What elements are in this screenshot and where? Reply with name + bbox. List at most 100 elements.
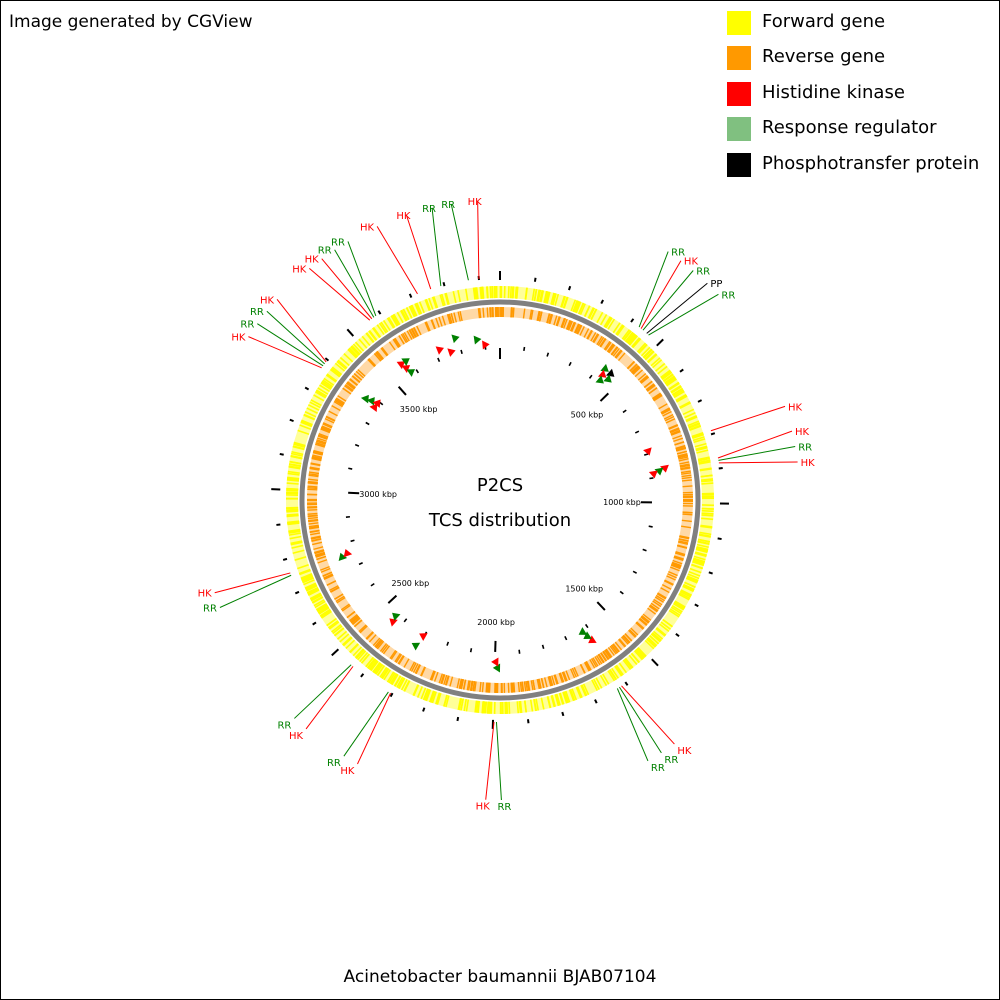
forward-gene <box>355 649 365 659</box>
forward-gene <box>305 583 317 590</box>
reverse-gene <box>328 410 338 417</box>
forward-gene <box>608 669 617 681</box>
inner-tick <box>649 477 654 480</box>
inner-tick <box>358 561 363 566</box>
forward-gene <box>475 287 479 300</box>
reverse-gene <box>673 437 684 443</box>
inner-tick <box>446 641 450 646</box>
reverse-gene <box>337 395 347 402</box>
forward-gene <box>599 314 608 326</box>
forward-gene <box>359 652 369 663</box>
callout-line <box>266 310 325 365</box>
reverse-gene <box>308 478 319 482</box>
reverse-gene <box>576 324 582 335</box>
forward-gene <box>301 419 313 426</box>
forward-gene <box>315 389 327 398</box>
forward-gene <box>611 667 619 679</box>
forward-gene <box>630 652 640 664</box>
reverse-gene <box>311 457 322 462</box>
forward-gene <box>614 665 623 677</box>
forward-gene <box>694 552 707 558</box>
reverse-gene <box>675 446 686 451</box>
outer-tick <box>568 285 572 291</box>
reverse-gene <box>398 335 405 345</box>
reverse-gene <box>680 466 691 470</box>
forward-gene <box>409 305 417 317</box>
forward-gene <box>592 678 600 690</box>
reverse-gene <box>579 663 586 674</box>
reverse-gene <box>606 343 614 353</box>
callout-line <box>219 574 292 608</box>
forward-gene <box>313 394 325 402</box>
inner-tick <box>370 582 375 587</box>
forward-gene <box>685 415 698 422</box>
reverse-gene <box>472 681 476 692</box>
forward-gene <box>576 686 583 698</box>
reverse-gene <box>595 655 603 665</box>
forward-gene <box>666 378 677 387</box>
callout-line <box>718 461 798 464</box>
reverse-gene <box>636 621 645 630</box>
forward-gene <box>286 477 300 481</box>
callout-label: RR <box>696 266 710 277</box>
forward-gene <box>683 584 695 591</box>
forward-gene <box>317 604 329 613</box>
forward-gene <box>484 701 488 714</box>
forward-gene <box>689 567 702 574</box>
forward-gene <box>622 330 632 341</box>
forward-gene <box>604 316 612 328</box>
reverse-gene <box>662 410 672 417</box>
forward-gene <box>507 286 510 299</box>
reverse-gene <box>310 535 321 539</box>
reverse-gene <box>583 661 590 672</box>
reverse-gene <box>315 553 326 558</box>
reverse-gene <box>587 330 594 340</box>
forward-gene <box>640 346 651 357</box>
reverse-gene <box>453 312 458 323</box>
reverse-gene <box>681 474 692 478</box>
forward-gene <box>660 621 671 630</box>
reverse-gene <box>342 387 352 395</box>
reverse-gene <box>608 344 616 354</box>
reverse-gene <box>353 619 363 628</box>
outer-tick <box>624 681 629 686</box>
forward-gene <box>287 470 300 474</box>
forward-gene <box>482 701 485 714</box>
reverse-gene <box>674 552 685 557</box>
forward-gene <box>288 530 301 534</box>
forward-gene <box>550 292 555 305</box>
reverse-gene <box>335 595 345 603</box>
forward-gene <box>672 389 685 397</box>
forward-gene <box>696 547 709 552</box>
legend-swatch <box>727 46 751 71</box>
forward-gene <box>655 627 666 637</box>
reverse-gene <box>470 680 474 691</box>
reverse-gene <box>408 329 415 339</box>
forward-gene <box>380 667 389 679</box>
reverse-gene <box>648 387 658 395</box>
forward-gene <box>396 676 404 688</box>
feature-marker-rr <box>492 663 501 673</box>
forward-gene <box>551 292 556 305</box>
forward-gene <box>564 690 571 703</box>
reverse-gene <box>565 670 571 681</box>
inner-tick <box>584 623 589 629</box>
reverse-gene <box>313 450 324 455</box>
feature-marker-hk <box>447 348 456 357</box>
forward-gene <box>694 551 707 556</box>
feature-marker-rr <box>411 642 421 651</box>
forward-gene <box>700 474 713 478</box>
outer-tick <box>442 281 446 287</box>
reverse-gene <box>670 564 681 570</box>
forward-gene <box>473 287 477 300</box>
callout-label: RR <box>240 320 254 331</box>
forward-gene <box>570 299 577 312</box>
reverse-gene <box>681 472 692 475</box>
forward-gene <box>428 690 435 703</box>
callout-label: HK <box>476 802 491 813</box>
forward-gene <box>550 695 556 708</box>
forward-gene <box>489 286 492 299</box>
outer-tick <box>694 603 699 608</box>
inner-tick <box>588 374 593 379</box>
callout-label: RR <box>250 307 264 318</box>
